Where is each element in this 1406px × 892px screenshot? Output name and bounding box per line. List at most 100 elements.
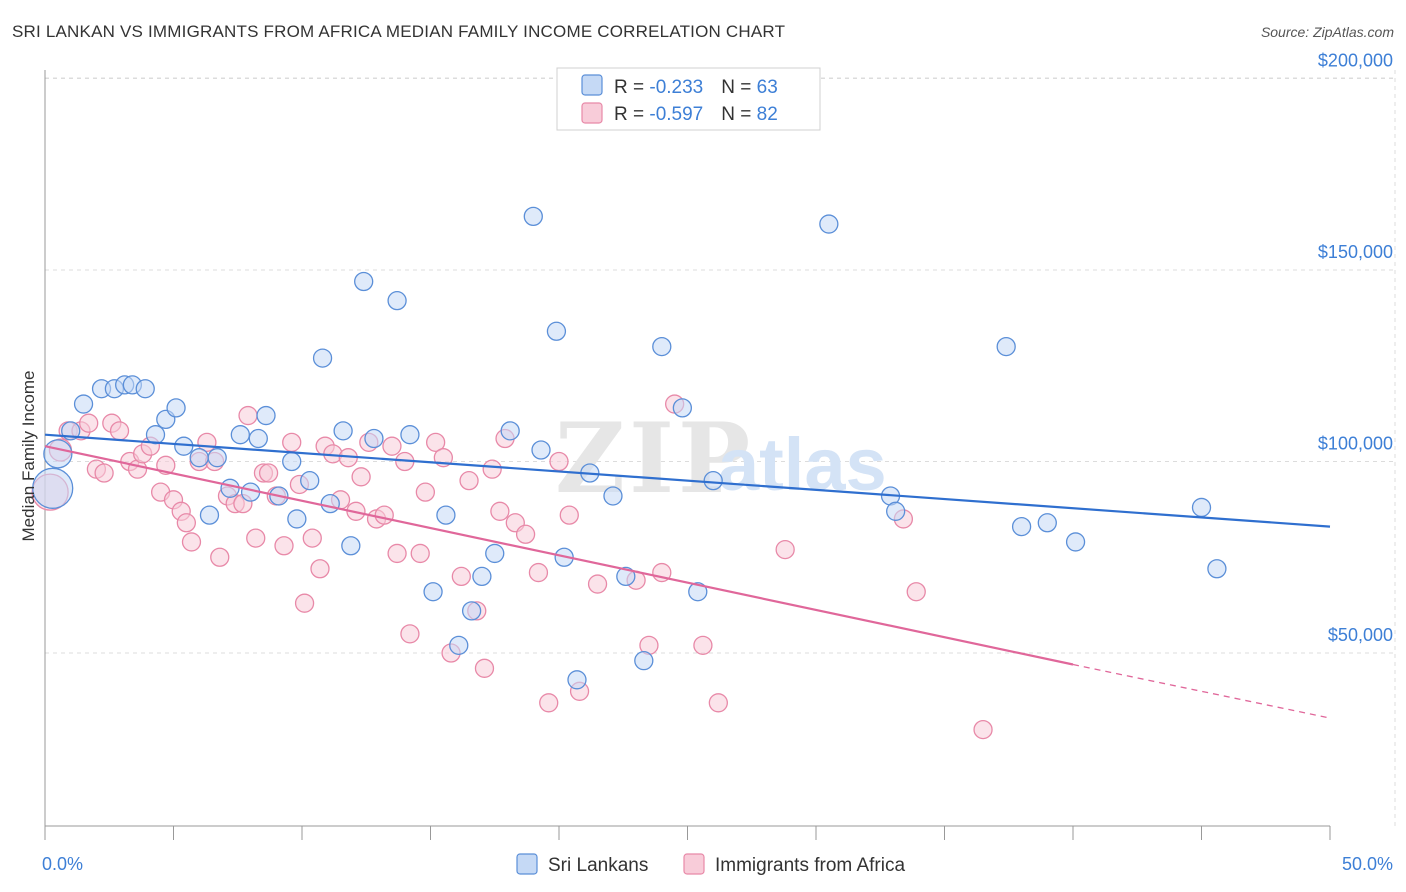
bottom-legend-swatch-sri-lankans bbox=[516, 853, 538, 875]
sri-lankans-point-1 bbox=[32, 467, 74, 509]
sri-lankans-point-52 bbox=[688, 582, 708, 602]
sri-lankans-point-20 bbox=[248, 428, 268, 449]
sri-lankans-point-45 bbox=[567, 670, 587, 690]
sri-lankans-point-61 bbox=[1191, 497, 1212, 518]
sri-lankans-point-59 bbox=[1037, 513, 1057, 533]
sri-lankans-point-24 bbox=[287, 509, 307, 529]
immigrants-from-africa-point-65 bbox=[528, 562, 549, 583]
legend-n-value-1: 63 bbox=[757, 77, 778, 98]
sri-lankans-point-56 bbox=[886, 501, 906, 521]
legend-r-label-2: R = bbox=[614, 104, 649, 125]
legend-n-label-1: N = bbox=[721, 77, 756, 98]
immigrants-from-africa-point-53 bbox=[425, 432, 446, 453]
sri-lankans-point-27 bbox=[320, 493, 340, 514]
sri-lankans-point-16 bbox=[207, 448, 227, 468]
y-tick-label-2: $100,000 bbox=[1318, 434, 1393, 454]
y-tick-labels: $50,000 $100,000 $150,000 $200,000 bbox=[1318, 51, 1393, 646]
sri-lankans-point-25 bbox=[300, 470, 320, 491]
immigrants-from-africa-point-77 bbox=[775, 539, 795, 560]
sri-lankans-point-21 bbox=[256, 405, 276, 426]
trend-line-immigrants-from-africa-extension bbox=[1072, 663, 1331, 719]
immigrants-from-africa-point-43 bbox=[351, 467, 371, 487]
immigrants-from-africa-point-51 bbox=[410, 543, 430, 564]
sri-lankans-point-33 bbox=[400, 425, 420, 445]
immigrants-from-africa-point-59 bbox=[474, 658, 495, 678]
legend-swatch-sri-lankans bbox=[581, 74, 603, 96]
y-axis-label: Median Family Income bbox=[19, 370, 38, 541]
immigrants-from-africa-point-28 bbox=[246, 528, 266, 548]
sri-lankans-point-50 bbox=[652, 336, 672, 357]
x-tick-label-min: 0.0% bbox=[42, 854, 83, 874]
immigrants-from-africa-point-76 bbox=[708, 693, 728, 713]
immigrants-from-africa-point-5 bbox=[79, 413, 99, 433]
immigrants-from-africa-point-33 bbox=[282, 432, 302, 453]
immigrants-from-africa-point-66 bbox=[539, 693, 559, 713]
sri-lankans-point-53 bbox=[703, 470, 723, 491]
immigrants-from-africa-point-36 bbox=[302, 528, 322, 548]
sri-lankans-point-9 bbox=[135, 379, 155, 399]
trend-lines bbox=[44, 433, 1331, 719]
legend-r-value-1: -0.233 bbox=[649, 77, 703, 98]
sri-lankans-point-32 bbox=[387, 290, 407, 311]
legend-row-2: R = -0.597 N = 82 bbox=[614, 104, 778, 125]
sri-lankans-point-17 bbox=[220, 478, 240, 498]
immigrants-from-africa-point-80 bbox=[973, 719, 993, 740]
sri-lankans-point-42 bbox=[531, 440, 551, 460]
legend: R = -0.233 N = 63 R = -0.597 N = 82 bbox=[556, 67, 821, 131]
immigrants-from-africa-point-30 bbox=[258, 463, 279, 483]
sri-lankans-point-40 bbox=[500, 421, 520, 441]
sri-lankans-point-38 bbox=[472, 566, 492, 587]
immigrants-from-africa-point-32 bbox=[274, 536, 294, 556]
y-tick-label-4: $200,000 bbox=[1318, 51, 1393, 71]
sri-lankans-point-34 bbox=[423, 582, 443, 602]
sri-lankans-point-35 bbox=[436, 505, 456, 525]
immigrants-from-africa-point-46 bbox=[374, 505, 394, 525]
immigrants-from-africa-point-35 bbox=[294, 593, 315, 613]
sri-lankans-point-54 bbox=[819, 214, 839, 234]
immigrants-from-africa-point-70 bbox=[587, 574, 608, 594]
sri-lankans-point-60 bbox=[1065, 532, 1086, 552]
sri-lankans-point-28 bbox=[333, 421, 353, 441]
legend-n-label-2: N = bbox=[721, 104, 756, 125]
sri-lankans-point-10 bbox=[145, 425, 166, 445]
sri-lankans-point-2 bbox=[43, 439, 73, 469]
sri-lankans-point-36 bbox=[449, 635, 469, 655]
sri-lankans-point-13 bbox=[174, 436, 194, 456]
immigrants-from-africa-point-52 bbox=[415, 482, 436, 502]
legend-n-value-2: 82 bbox=[757, 104, 778, 125]
sri-lankans-point-26 bbox=[312, 348, 333, 368]
source-label: Source: ZipAtlas.com bbox=[1260, 24, 1394, 40]
sri-lankans-point-41 bbox=[523, 206, 543, 227]
y-tick-label-1: $50,000 bbox=[1328, 625, 1393, 645]
legend-row-1: R = -0.233 N = 63 bbox=[614, 77, 778, 98]
sri-lankans-point-57 bbox=[996, 336, 1016, 357]
sri-lankans-point-31 bbox=[364, 428, 384, 449]
legend-r-value-2: -0.597 bbox=[649, 104, 703, 125]
immigrants-from-africa-point-7 bbox=[94, 463, 114, 483]
immigrants-from-africa-point-37 bbox=[310, 559, 330, 579]
sri-lankans-point-39 bbox=[485, 543, 505, 564]
immigrants-from-africa-point-67 bbox=[549, 451, 569, 472]
sri-lankans-point-14 bbox=[189, 448, 209, 468]
bottom-legend-label-sri-lankans: Sri Lankans bbox=[548, 855, 648, 876]
immigrants-from-africa-point-23 bbox=[210, 547, 230, 567]
sri-lankans-point-29 bbox=[341, 536, 361, 556]
sri-lankans-point-49 bbox=[634, 651, 654, 671]
sri-lankans-point-18 bbox=[230, 425, 250, 445]
immigrants-from-africa-point-9 bbox=[109, 421, 130, 441]
sri-lankans-point-43 bbox=[546, 321, 567, 341]
immigrants-from-africa-point-50 bbox=[400, 624, 420, 644]
immigrants-from-africa-point-61 bbox=[490, 501, 510, 521]
immigrants-from-africa-point-19 bbox=[181, 532, 202, 552]
immigrants-from-africa-point-75 bbox=[693, 635, 713, 655]
immigrants-from-africa-point-57 bbox=[459, 470, 479, 491]
bottom-legend-swatch-immigrants-from-africa bbox=[683, 853, 705, 875]
sri-lankans-point-12 bbox=[166, 398, 186, 418]
bottom-legend: Sri Lankans Immigrants from Africa bbox=[516, 853, 905, 876]
trend-line-immigrants-from-africa bbox=[44, 445, 1074, 666]
legend-r-label-1: R = bbox=[614, 77, 649, 98]
sri-lankans-point-23 bbox=[282, 451, 302, 472]
immigrants-from-africa-point-47 bbox=[382, 436, 402, 456]
trend-line-sri-lankans bbox=[44, 433, 1331, 528]
immigrants-from-africa-point-56 bbox=[451, 566, 471, 587]
